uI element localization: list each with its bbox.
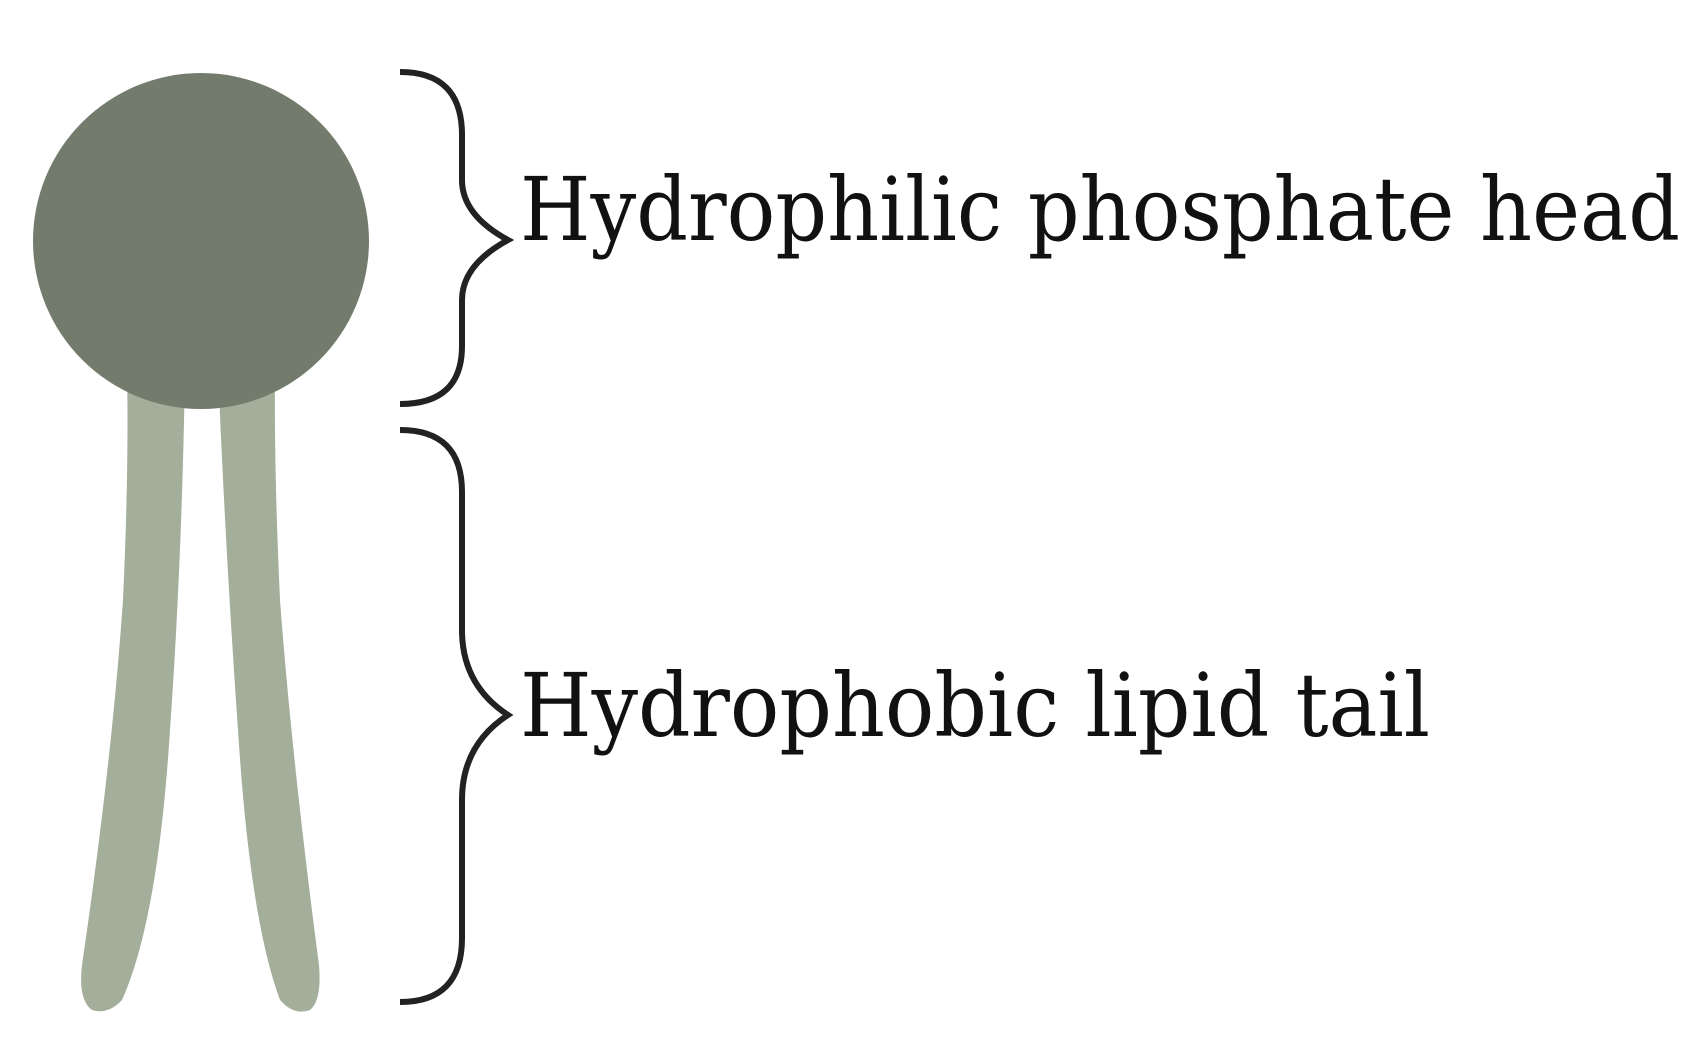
tail-label: Hydrophobic lipid tail (520, 654, 1430, 757)
head-brace (399, 69, 515, 407)
lipid-tail-left (81, 370, 185, 1012)
lipid-tail-right (218, 370, 320, 1012)
phosphate-head-circle (33, 73, 369, 409)
head-label: Hydrophilic phosphate head (520, 158, 1680, 261)
tail-brace (399, 427, 514, 1005)
